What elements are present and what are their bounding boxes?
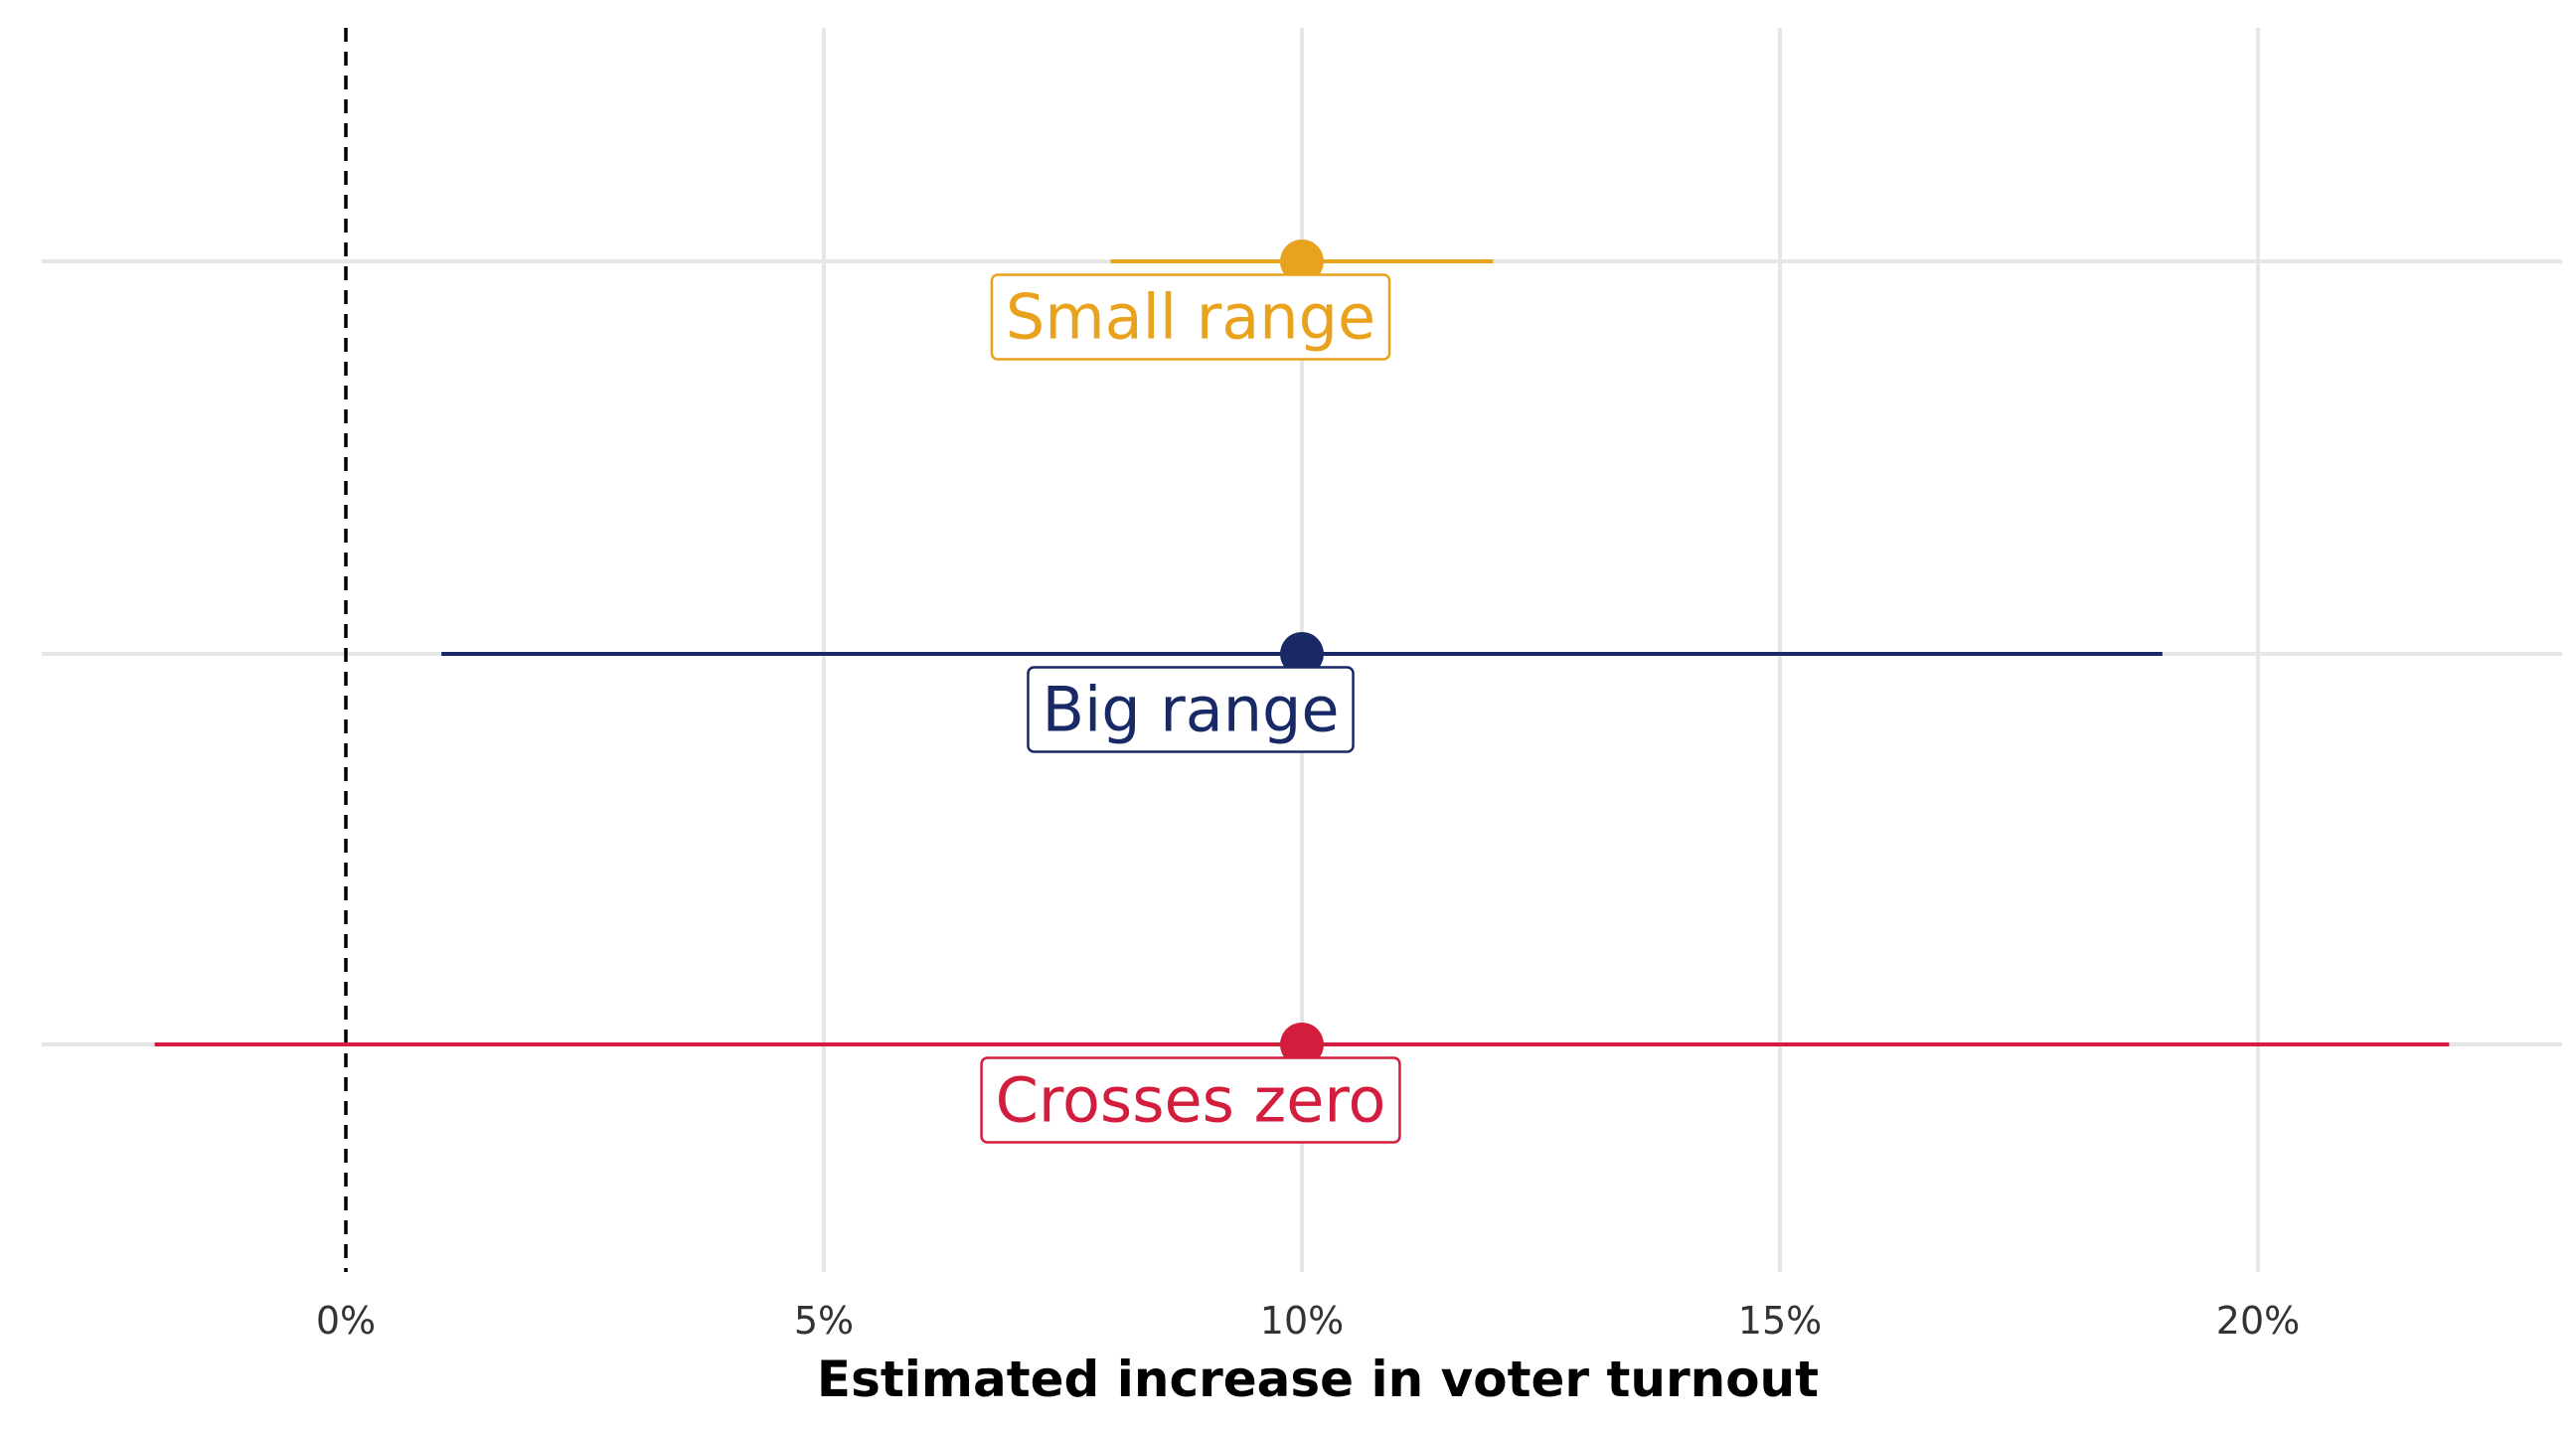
label-text: Crosses zero (996, 1064, 1386, 1137)
point-label: Big range (1027, 666, 1355, 753)
label-box (980, 1056, 1401, 1144)
label-box (1027, 666, 1355, 753)
x-tick-labels: 0% 5% 10% 15% 20% (316, 1299, 2300, 1343)
point-estimate (1280, 1023, 1324, 1066)
point-label: Small range (990, 273, 1391, 361)
point-estimate (1280, 239, 1324, 283)
label-text: Small range (1006, 281, 1375, 354)
x-tick-label: 5% (794, 1299, 854, 1343)
x-tick-label: 20% (2216, 1299, 2300, 1343)
label-box (990, 273, 1391, 361)
x-tick-label: 10% (1260, 1299, 1344, 1343)
x-tick-label: 15% (1738, 1299, 1822, 1343)
point-estimate (1280, 632, 1324, 676)
x-axis-title: Estimated increase in voter turnout (817, 1351, 1819, 1408)
point-labels: Small range Big range Crosses zero (980, 273, 1401, 1144)
point-label: Crosses zero (980, 1056, 1401, 1144)
label-text: Big range (1042, 674, 1339, 746)
x-tick-label: 0% (316, 1299, 376, 1343)
point-estimates (1280, 239, 1324, 1066)
